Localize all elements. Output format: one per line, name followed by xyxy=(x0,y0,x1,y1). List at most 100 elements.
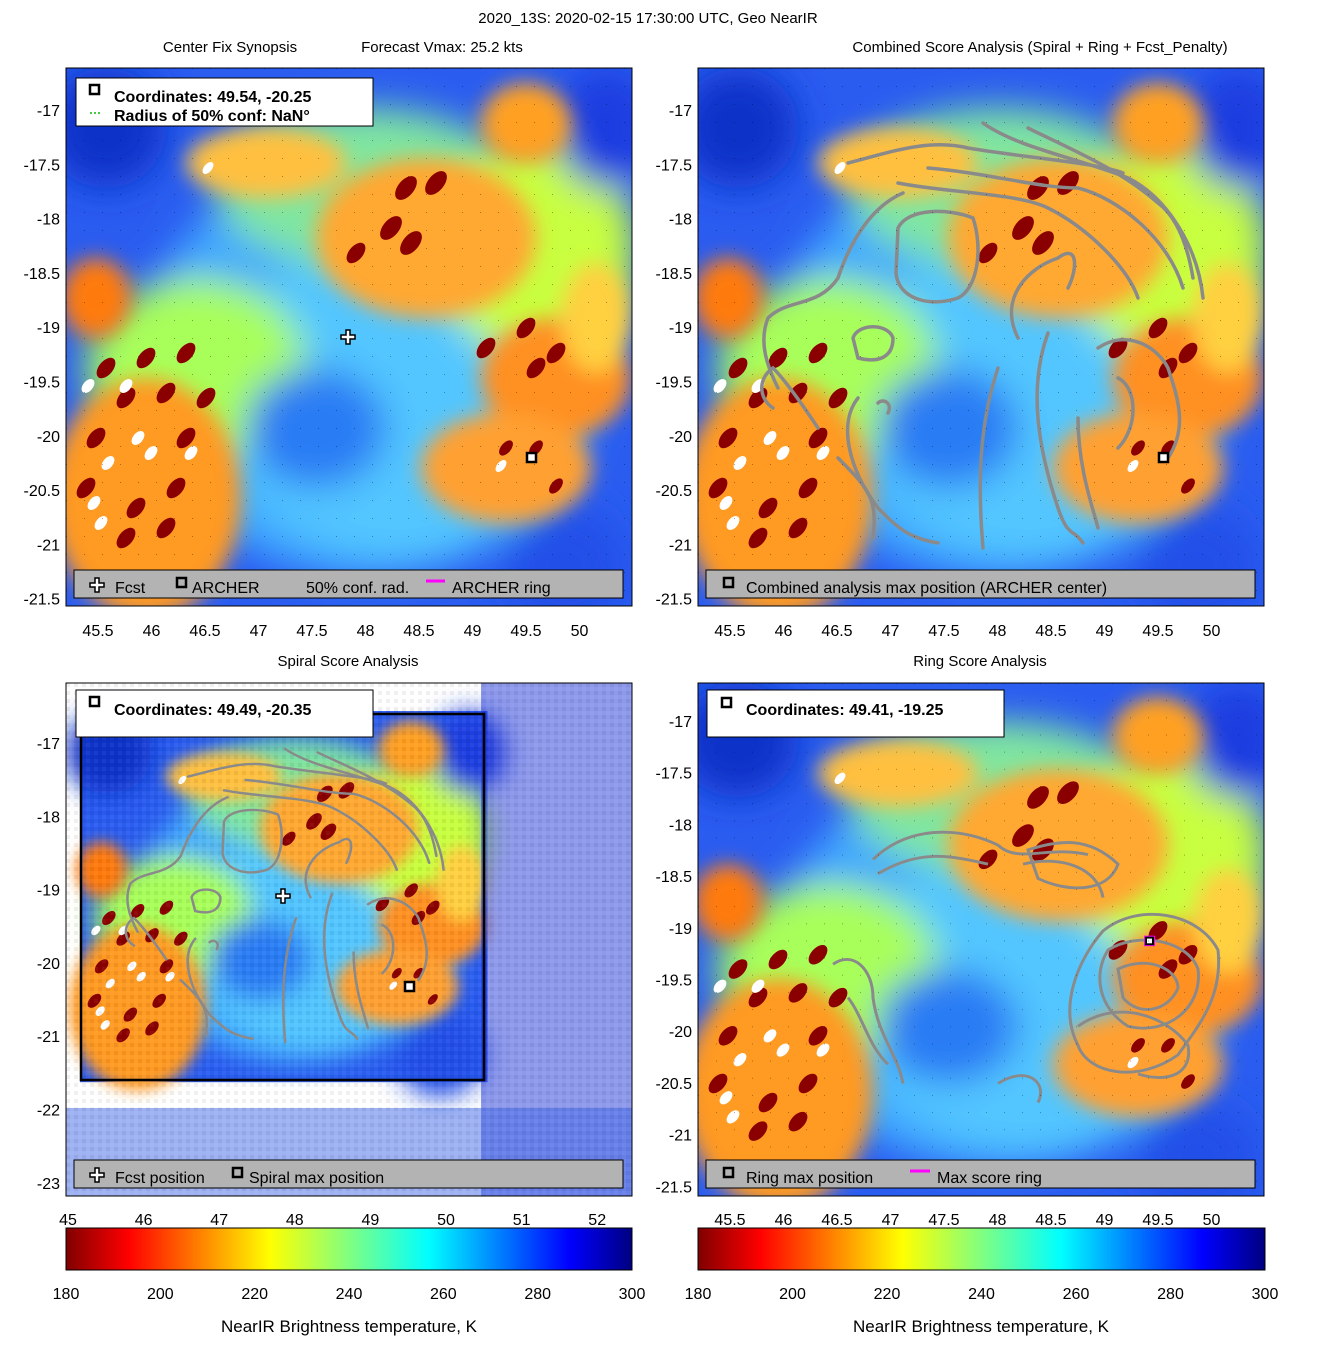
axes-frame xyxy=(697,682,1265,1197)
square-icon xyxy=(722,1166,735,1179)
colorbar-tick-label: 300 xyxy=(1252,1286,1279,1303)
x-tick-label: 46.5 xyxy=(821,1212,852,1229)
colorbar-tick-label: 200 xyxy=(147,1286,174,1303)
colorbar-tick-label: 180 xyxy=(53,1286,80,1303)
x-tick-label: 46 xyxy=(143,623,161,640)
x-tick-label: 50 xyxy=(571,623,589,640)
y-tick-label: -21 xyxy=(37,537,60,554)
panel-spiral: Spiral Score Analysis 45 46 47 48 49 50 51 52 -… xyxy=(37,653,633,1229)
x-tick-label: 48 xyxy=(357,623,375,640)
y-tick-label: -17 xyxy=(669,103,692,120)
panel-combined: Combined Score Analysis (Spiral + Ring +… xyxy=(656,39,1265,640)
y-tick-label: -18.5 xyxy=(656,266,693,283)
colorbar-tick-label: 240 xyxy=(968,1286,995,1303)
plus-shape xyxy=(89,1167,105,1183)
x-tick-label: 50 xyxy=(437,1212,455,1229)
x-tick-label: 45.5 xyxy=(82,623,113,640)
y-tick-label: -18.5 xyxy=(24,266,61,283)
colorbar-tick-label: 240 xyxy=(336,1286,363,1303)
colorbar-tick-label: 280 xyxy=(1157,1286,1184,1303)
panel-ring: Ring Score Analysis xyxy=(656,653,1265,1229)
colorbar xyxy=(697,1227,1266,1271)
x-tick-label: 50 xyxy=(1203,1212,1221,1229)
x-tick-label: 47 xyxy=(882,1212,900,1229)
y-tick-label: -21 xyxy=(37,1029,60,1046)
x-tick-label: 45 xyxy=(59,1212,77,1229)
cross-icon xyxy=(89,577,105,593)
x-tick-label: 49.5 xyxy=(510,623,541,640)
colorbar-tick-label: 200 xyxy=(779,1286,806,1303)
plus-shape xyxy=(89,577,105,593)
x-tick-label: 47 xyxy=(250,623,268,640)
y-tick-label: -20.5 xyxy=(656,483,693,500)
plus-shape xyxy=(275,888,291,904)
square-icon xyxy=(231,1166,244,1179)
legend-archer: ARCHER xyxy=(192,580,260,597)
y-tick-label: -17.5 xyxy=(656,766,693,783)
colorbar-tick-label: 280 xyxy=(524,1286,551,1303)
x-tick-label: 47.5 xyxy=(296,623,327,640)
x-tick-label: 48 xyxy=(989,1212,1007,1229)
archer-marker xyxy=(525,451,538,464)
cross-icon xyxy=(89,1167,105,1183)
y-tick-label: -19.5 xyxy=(656,375,693,392)
axes-frame xyxy=(697,67,1265,607)
panel-title: Ring Score Analysis xyxy=(913,653,1046,670)
y-tick-label: -21.5 xyxy=(656,592,693,609)
x-tick-label: 47.5 xyxy=(928,1212,959,1229)
y-tick-label: -17 xyxy=(37,736,60,753)
y-tick-label: -20 xyxy=(37,956,60,973)
x-tick-label: 46 xyxy=(135,1212,153,1229)
y-tick-label: -19 xyxy=(37,883,60,900)
plus-shape xyxy=(340,329,356,345)
y-tick-label: -20 xyxy=(669,1024,692,1041)
legend-box xyxy=(73,1159,624,1189)
satellite-image xyxy=(698,683,1264,1196)
y-tick-label: -17.5 xyxy=(656,157,693,174)
square-icon xyxy=(175,576,188,589)
y-tick-label: -17 xyxy=(37,103,60,120)
fcst-marker xyxy=(340,329,356,345)
satellite-image xyxy=(698,68,1264,606)
legend-ring-max: Ring max position xyxy=(746,1170,873,1187)
legend-box xyxy=(705,569,1256,599)
x-tick-label: 51 xyxy=(513,1212,531,1229)
legend-box xyxy=(73,569,624,599)
archer-marker xyxy=(1157,451,1170,464)
axes-frame xyxy=(65,67,633,607)
panel-title: Combined Score Analysis (Spiral + Ring +… xyxy=(852,39,1227,56)
x-tick-label: 46 xyxy=(775,1212,793,1229)
x-tick-label: 46.5 xyxy=(189,623,220,640)
x-tick-label: 52 xyxy=(588,1212,606,1229)
info-box xyxy=(75,689,374,738)
y-tick-label: -21.5 xyxy=(656,1179,693,1196)
legend-combined: Combined analysis max position (ARCHER c… xyxy=(746,580,1107,597)
legend-max-score-ring: Max score ring xyxy=(937,1170,1042,1187)
satellite-image xyxy=(66,68,632,606)
y-tick-label: -21 xyxy=(669,537,692,554)
x-tick-label: 45.5 xyxy=(714,1212,745,1229)
info-radius: Radius of 50% conf: NaN° xyxy=(114,108,310,125)
y-tick-label: -23 xyxy=(37,1176,60,1193)
panel-synopsis: Center Fix Synopsis Forecast Vmax: 25.2 … xyxy=(24,39,633,640)
legend-fcst-position: Fcst position xyxy=(115,1170,205,1187)
y-tick-label: -20 xyxy=(669,429,692,446)
y-tick-label: -19 xyxy=(37,320,60,337)
panel-title-left: Center Fix Synopsis xyxy=(163,39,297,56)
colorbar-label: NearIR Brightness temperature, K xyxy=(853,1317,1110,1336)
y-tick-label: -20.5 xyxy=(656,1076,693,1093)
y-tick-label: -19 xyxy=(669,320,692,337)
square-icon xyxy=(720,696,733,709)
y-tick-label: -18 xyxy=(669,817,692,834)
colorbar-left: 180 200 220 240 260 280 300 NearIR Brightness … xyxy=(53,1227,645,1336)
y-tick-label: -19 xyxy=(669,921,692,938)
x-tick-label: 48 xyxy=(286,1212,304,1229)
square-icon xyxy=(722,576,735,589)
info-box xyxy=(75,77,374,127)
colorbar-tick-label: 260 xyxy=(430,1286,457,1303)
legend-spiral-max: Spiral max position xyxy=(249,1170,384,1187)
colorbar-right: 180 200 220 240 260 280 300 NearIR Brightness … xyxy=(685,1227,1279,1336)
info-coordinates: Coordinates: 49.54, -20.25 xyxy=(114,89,312,106)
square-icon xyxy=(88,83,101,96)
y-tick-label: -19.5 xyxy=(656,973,693,990)
